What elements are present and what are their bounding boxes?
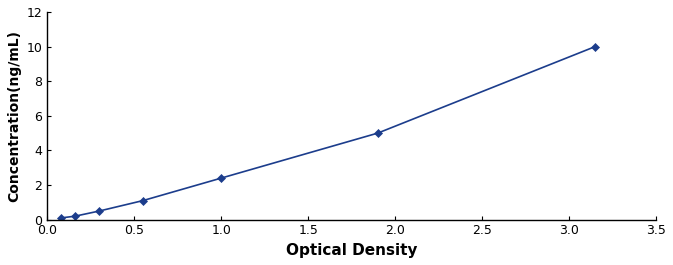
Y-axis label: Concentration(ng/mL): Concentration(ng/mL) (7, 30, 21, 202)
X-axis label: Optical Density: Optical Density (286, 243, 417, 258)
